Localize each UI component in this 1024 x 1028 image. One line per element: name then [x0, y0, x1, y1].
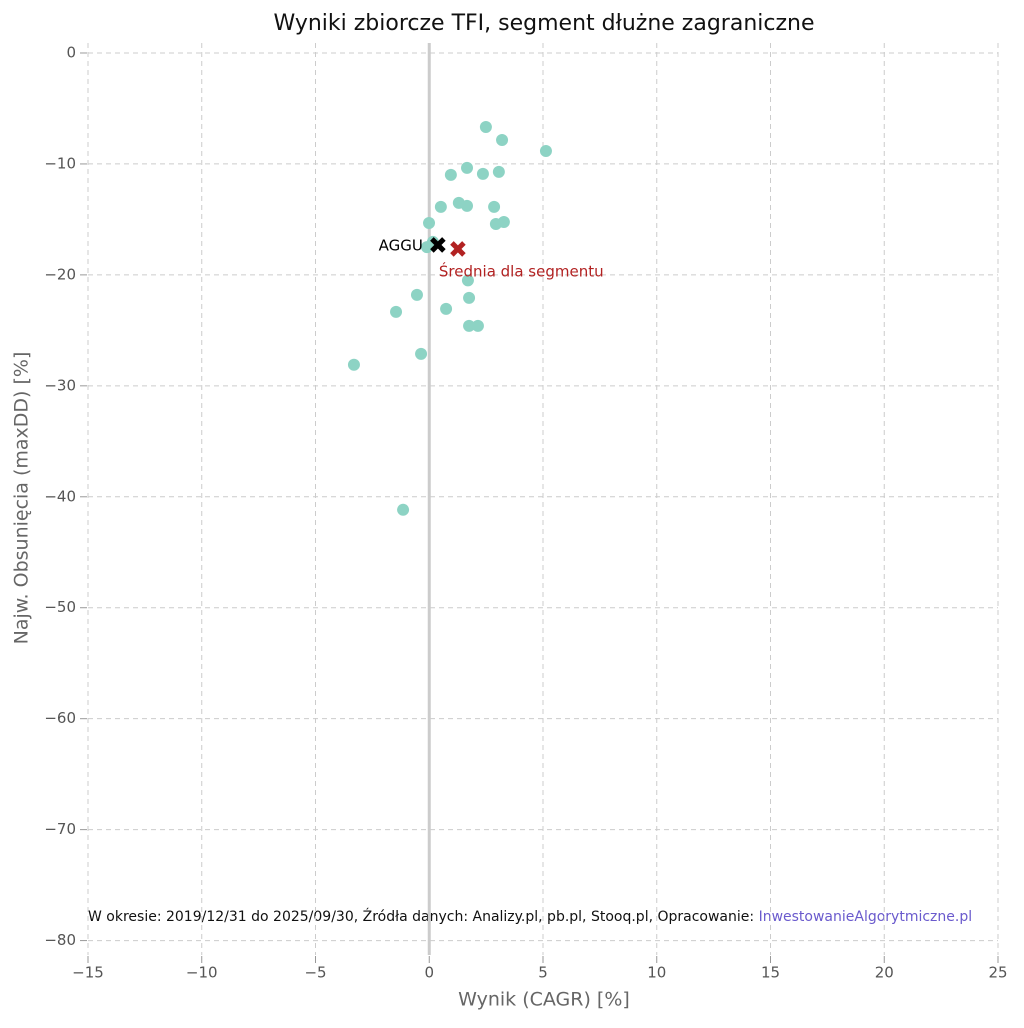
point	[420, 241, 433, 254]
point	[440, 302, 453, 315]
point	[347, 358, 360, 371]
point	[397, 503, 410, 516]
source-note: W okresie: 2019/12/31 do 2025/09/30, Źró…	[88, 907, 972, 925]
y-tick-label: 0	[66, 43, 76, 61]
y-tick-label: −70	[44, 820, 76, 838]
y-axis-label: Najw. Obsunięcia (maxDD) [%]	[11, 352, 33, 645]
x-tick-label: 15	[761, 964, 780, 982]
point	[434, 200, 447, 213]
highlight-label: Średnia dla segmentu	[439, 261, 604, 280]
point	[444, 168, 457, 181]
y-tick-label: −40	[44, 487, 76, 505]
x-tick-label: −10	[186, 964, 218, 982]
point	[410, 288, 423, 301]
point	[471, 319, 484, 332]
x-axis-label: Wynik (CAGR) [%]	[458, 989, 630, 1011]
point	[497, 215, 510, 228]
x-tick-label: 10	[647, 964, 666, 982]
point	[488, 200, 501, 213]
x-tick-label: −5	[304, 964, 326, 982]
point	[390, 305, 403, 318]
point	[415, 347, 428, 360]
chart-title: Wyniki zbiorcze TFI, segment dłużne zagr…	[273, 11, 814, 36]
point	[461, 274, 474, 287]
highlight-marker	[450, 241, 466, 257]
x-tick-label: 5	[538, 964, 548, 982]
point	[492, 165, 505, 178]
point	[423, 216, 436, 229]
point	[479, 120, 492, 133]
point	[539, 144, 552, 157]
source-text: W okresie: 2019/12/31 do 2025/09/30, Źró…	[88, 907, 759, 925]
x-tick-label: 20	[875, 964, 894, 982]
point	[463, 291, 476, 304]
highlight-label: AGGU	[379, 236, 423, 254]
point	[496, 133, 509, 146]
x-tick-label: −15	[72, 964, 104, 982]
highlight-marker	[430, 237, 446, 253]
y-tick-label: −50	[44, 598, 76, 616]
y-tick-label: −10	[44, 154, 76, 172]
y-tick-label: −80	[44, 931, 76, 949]
x-tick-label: 0	[424, 964, 434, 982]
x-tick-label: 25	[988, 964, 1007, 982]
y-tick-label: −30	[44, 376, 76, 394]
point	[463, 319, 476, 332]
point	[461, 161, 474, 174]
point	[476, 167, 489, 180]
source-link[interactable]: InwestowanieAlgorytmiczne.pl	[759, 909, 973, 925]
y-tick-label: −20	[44, 265, 76, 283]
y-tick-label: −60	[44, 709, 76, 727]
point	[461, 199, 474, 212]
